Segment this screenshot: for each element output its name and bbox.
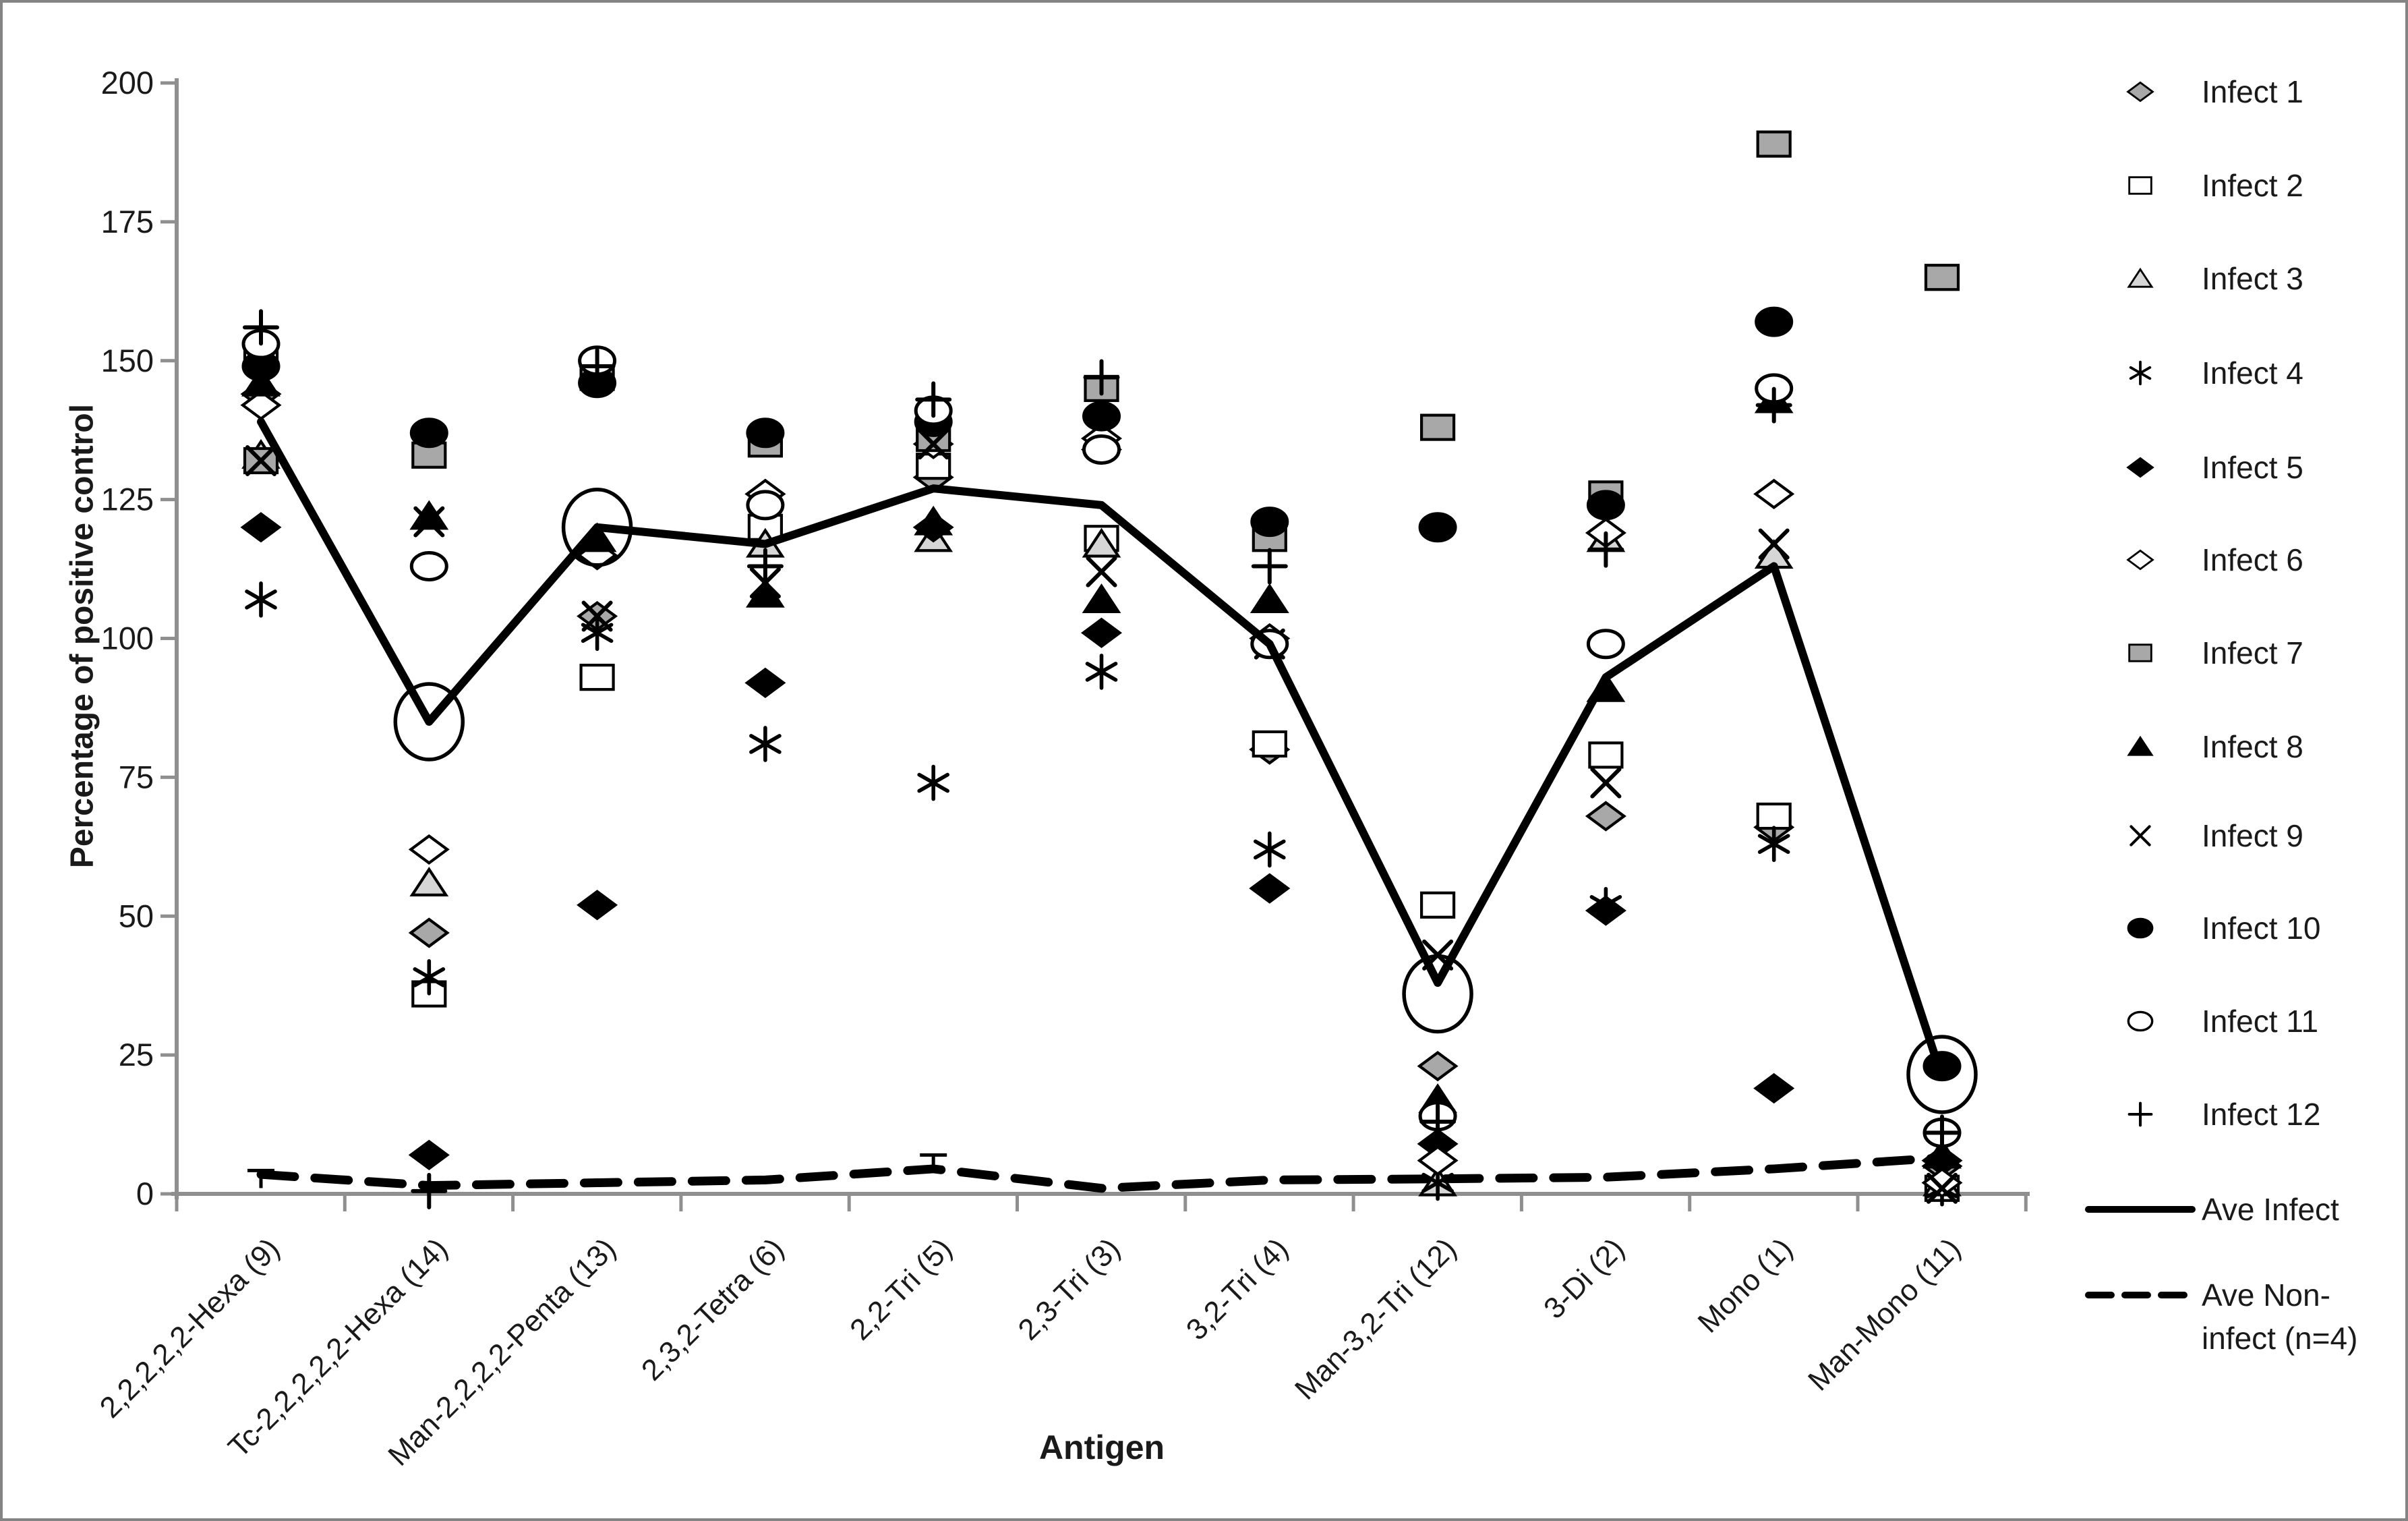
white-diamond-marker-icon bbox=[2083, 538, 2198, 581]
legend-item-infect-3: Infect 3 bbox=[2083, 257, 2405, 300]
black-circle-marker-icon bbox=[2083, 907, 2198, 950]
legend-label: Infect 9 bbox=[2202, 818, 2303, 853]
legend-item-infect-4: Infect 4 bbox=[2083, 351, 2405, 395]
y-tick-label: 150 bbox=[101, 343, 154, 378]
x-category-label: 3-Di (2) bbox=[1537, 1232, 1631, 1325]
ave-non-infect-line bbox=[256, 1153, 1947, 1193]
y-tick-label: 25 bbox=[119, 1037, 154, 1072]
x-axis-title: Antigen bbox=[1038, 1429, 1165, 1466]
y-tick-label: 125 bbox=[101, 482, 154, 517]
series-infect-3 bbox=[241, 438, 1962, 1197]
series-infect-6 bbox=[240, 390, 1963, 1199]
legend-label: Infect 7 bbox=[2202, 635, 2303, 670]
legend-label: Infect 2 bbox=[2202, 168, 2303, 203]
legend-label: Infect 4 bbox=[2202, 355, 2303, 391]
y-tick-label: 100 bbox=[101, 621, 154, 656]
gray-square-marker-icon bbox=[2083, 631, 2198, 675]
chart-legend: Infect 1 Infect 2 Infect 3 Infect 4 Infe… bbox=[2083, 3, 2405, 1518]
x-category-label: 2,3,2-Tetra (6) bbox=[635, 1232, 790, 1387]
legend-item-infect-1: Infect 1 bbox=[2083, 70, 2405, 113]
highlight-circle-annotation bbox=[1402, 954, 1473, 1034]
legend-label: Ave Infect bbox=[2202, 1192, 2339, 1227]
y-tick-label: 175 bbox=[101, 204, 154, 239]
x-category-label: 2,3-Tri (3) bbox=[1012, 1232, 1127, 1346]
plus-marker-icon bbox=[2083, 1093, 2198, 1136]
chart-plot-area: 0 25 50 75 100 125 150 175 200 2,2,2,2,2-Hexa (9)… bbox=[94, 65, 2030, 1472]
legend-item-infect-5: Infect 5 bbox=[2083, 446, 2405, 489]
legend-label-line1: Ave Non- bbox=[2202, 1278, 2330, 1313]
y-tick-label: 75 bbox=[119, 759, 154, 795]
legend-label: Infect 8 bbox=[2202, 729, 2303, 764]
legend-item-ave-infect: Ave Infect bbox=[2083, 1188, 2405, 1231]
white-square-marker-icon bbox=[2083, 164, 2198, 207]
x-category-label: 2,2-Tri (5) bbox=[844, 1232, 958, 1346]
legend-label: Infect 10 bbox=[2202, 911, 2321, 946]
legend-item-infect-8: Infect 8 bbox=[2083, 725, 2405, 768]
x-category-label: Man-Mono (11) bbox=[1802, 1232, 1967, 1397]
highlight-circle-annotation bbox=[1906, 1035, 1978, 1114]
legend-label: Infect 6 bbox=[2202, 542, 2303, 577]
legend-label: Infect 12 bbox=[2202, 1097, 2321, 1132]
asterisk-marker-icon bbox=[2083, 351, 2198, 395]
dashed-line-icon bbox=[2083, 1273, 2198, 1317]
x-category-label: Man-3,2-Tri (12) bbox=[1289, 1232, 1463, 1406]
legend-item-infect-12: Infect 12 bbox=[2083, 1093, 2405, 1136]
x-category-label: 3,2-Tri (4) bbox=[1180, 1232, 1295, 1346]
legend-label: Ave Non-infect (n=4) bbox=[2202, 1273, 2357, 1360]
ave-infect-line bbox=[257, 418, 1946, 1082]
gray-diamond-marker-icon bbox=[2083, 70, 2198, 113]
highlight-circle-annotation bbox=[561, 488, 633, 567]
series-infect-11 bbox=[241, 328, 1962, 1148]
legend-item-infect-10: Infect 10 bbox=[2083, 907, 2405, 950]
x-category-label: Mono (1) bbox=[1692, 1232, 1799, 1339]
legend-label: Infect 11 bbox=[2202, 1004, 2319, 1039]
legend-label-line2: infect (n=4) bbox=[2202, 1321, 2358, 1356]
series-infect-12 bbox=[243, 309, 1960, 1209]
series-infect-2 bbox=[243, 341, 1960, 1202]
legend-label: Infect 5 bbox=[2202, 450, 2303, 485]
series-infect-10 bbox=[241, 306, 1962, 1082]
y-tick-label: 200 bbox=[101, 65, 154, 101]
legend-label: Infect 1 bbox=[2202, 74, 2303, 109]
white-circle-marker-icon bbox=[2083, 1000, 2198, 1043]
legend-item-infect-6: Infect 6 bbox=[2083, 538, 2405, 581]
y-axis-title: Percentage of positive control bbox=[64, 403, 100, 869]
white-triangle-marker-icon bbox=[2083, 257, 2198, 300]
x-category-label: 2,2,2,2,2-Hexa (9) bbox=[94, 1232, 286, 1424]
highlight-circle-annotation bbox=[393, 682, 465, 762]
y-tick-label: 50 bbox=[119, 898, 154, 934]
legend-item-infect-7: Infect 7 bbox=[2083, 631, 2405, 675]
series-infect-8 bbox=[241, 366, 1962, 1169]
series-infect-1 bbox=[240, 378, 1963, 1182]
legend-label: Infect 3 bbox=[2202, 261, 2303, 296]
series-infect-4 bbox=[245, 581, 1958, 1207]
legend-item-infect-11: Infect 11 bbox=[2083, 1000, 2405, 1043]
series-infect-7 bbox=[243, 130, 1960, 552]
solid-line-icon bbox=[2083, 1188, 2198, 1231]
x-marker-icon bbox=[2083, 814, 2198, 857]
legend-item-infect-9: Infect 9 bbox=[2083, 814, 2405, 857]
y-tick-label: 0 bbox=[136, 1176, 154, 1211]
legend-item-infect-2: Infect 2 bbox=[2083, 164, 2405, 207]
black-triangle-marker-icon bbox=[2083, 725, 2198, 768]
black-diamond-marker-icon bbox=[2083, 446, 2198, 489]
legend-item-ave-non-infect: Ave Non-infect (n=4) bbox=[2083, 1273, 2405, 1360]
